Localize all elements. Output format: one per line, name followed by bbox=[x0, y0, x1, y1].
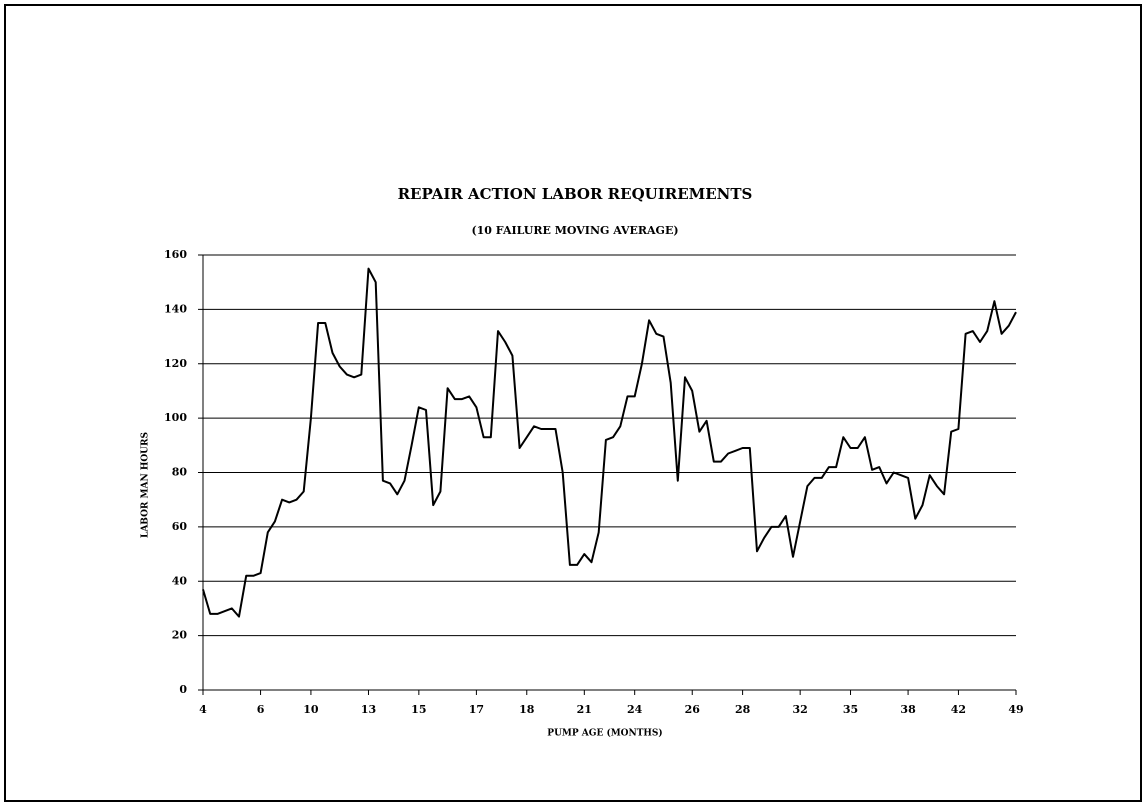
x-tick-label: 49 bbox=[1008, 703, 1023, 716]
x-tick-label: 13 bbox=[361, 703, 376, 716]
x-tick-label: 24 bbox=[627, 703, 643, 716]
y-axis-label: LABOR MAN HOURS bbox=[141, 432, 151, 538]
x-tick-label: 28 bbox=[735, 703, 751, 716]
x-tick-label: 10 bbox=[303, 703, 319, 716]
y-tick-label: 100 bbox=[164, 411, 187, 424]
x-tick-label: 38 bbox=[900, 703, 916, 716]
y-tick-label: 20 bbox=[172, 629, 188, 642]
x-tick-label: 15 bbox=[411, 703, 426, 716]
x-tick-label: 42 bbox=[951, 703, 966, 716]
y-tick-label: 140 bbox=[164, 302, 187, 315]
x-tick-label: 18 bbox=[519, 703, 535, 716]
y-tick-label: 120 bbox=[164, 357, 187, 370]
y-tick-label: 60 bbox=[172, 520, 188, 533]
x-tick-label: 32 bbox=[793, 703, 808, 716]
chart-subtitle: (10 FAILURE MOVING AVERAGE) bbox=[471, 224, 678, 237]
y-tick-label: 80 bbox=[172, 466, 188, 479]
y-tick-label: 160 bbox=[164, 248, 187, 261]
x-tick-label: 17 bbox=[469, 703, 484, 716]
x-tick-label: 6 bbox=[257, 703, 265, 716]
frame bbox=[4, 4, 1142, 802]
x-tick-label: 4 bbox=[199, 703, 207, 716]
x-axis-label: PUMP AGE (MONTHS) bbox=[547, 728, 662, 739]
y-tick-label: 40 bbox=[172, 574, 188, 587]
y-tick-label: 0 bbox=[179, 683, 187, 696]
chart-title: REPAIR ACTION LABOR REQUIREMENTS bbox=[398, 185, 753, 203]
x-tick-label: 26 bbox=[685, 703, 701, 716]
data-line bbox=[202, 267, 1017, 618]
x-tick-label: 35 bbox=[843, 703, 858, 716]
x-tick-label: 21 bbox=[577, 703, 592, 716]
